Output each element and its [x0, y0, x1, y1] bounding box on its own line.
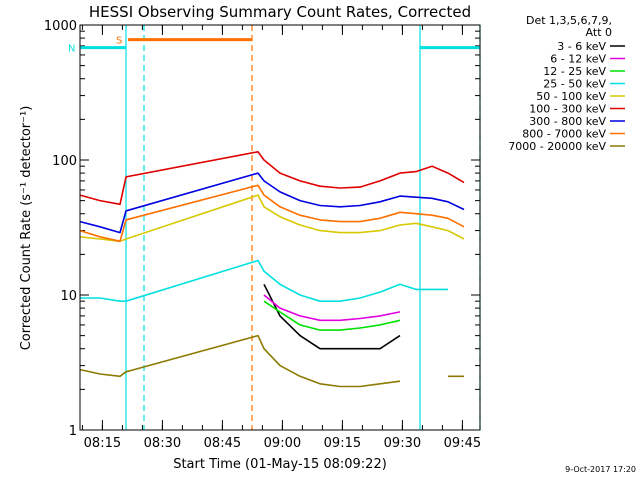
x-axis-label: Start Time (01-May-15 08:09:22) — [173, 457, 387, 472]
x-tick-label: 09:15 — [324, 436, 361, 451]
series-line — [79, 172, 465, 234]
legend-entry-label: 3 - 6 keV — [557, 40, 606, 53]
x-tick-label: 09:30 — [384, 436, 421, 451]
series-line — [79, 151, 465, 206]
footer-timestamp: 9-Oct-2017 17:20 — [565, 465, 636, 474]
legend-entry-label: 12 - 25 keV — [543, 65, 606, 78]
legend-entry-label: 50 - 100 keV — [536, 90, 606, 103]
series-line — [263, 300, 401, 331]
legend-entry-label: 800 - 7000 keV — [522, 128, 606, 141]
plot-frame — [79, 24, 481, 431]
series-line — [263, 283, 401, 350]
legend-header: Att 0 — [586, 26, 612, 39]
legend-entry-label: 25 - 50 keV — [543, 78, 606, 91]
legend-entry-label: 6 - 12 keV — [550, 53, 606, 66]
legend-entry-label: 300 - 800 keV — [529, 115, 606, 128]
y-axis-label: Corrected Count Rate (s⁻¹ detector⁻¹) — [19, 106, 34, 351]
chart-title: HESSI Observing Summary Count Rates, Cor… — [89, 3, 471, 21]
series-line — [263, 294, 401, 322]
annotation-label: N — [68, 44, 75, 55]
x-tick-label: 08:45 — [204, 436, 241, 451]
x-tick-label: 08:30 — [144, 436, 181, 451]
legend-entry-label: 100 - 300 keV — [529, 103, 606, 116]
x-tick-label: 09:00 — [264, 436, 301, 451]
x-tick-label: 08:15 — [84, 436, 121, 451]
x-tick-label: 09:45 — [444, 436, 481, 451]
y-tick-label: 10 — [60, 289, 77, 304]
y-tick-label: 1 — [69, 424, 77, 439]
series-line — [80, 259, 448, 302]
legend-entry-label: 7000 - 20000 keV — [508, 140, 606, 153]
y-tick-label: 100 — [52, 154, 77, 169]
series-line — [79, 194, 465, 243]
series-line — [79, 184, 465, 243]
series-line — [79, 334, 464, 388]
y-tick-label: 1000 — [44, 19, 77, 34]
annotation-label: S — [116, 36, 122, 47]
legend-header: Det 1,3,5,6,7,9, — [526, 14, 612, 27]
